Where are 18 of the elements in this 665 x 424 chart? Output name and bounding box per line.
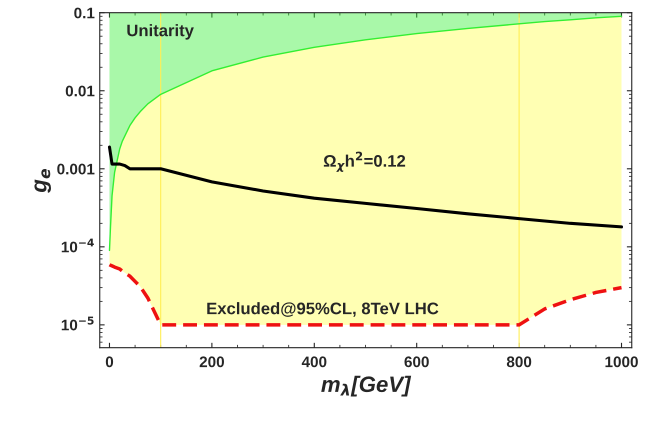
y-tick-label: 0.01 — [66, 86, 94, 96]
x-tick-label: 0 — [106, 356, 114, 368]
y-axis-title: g$_{e}$ — [34, 169, 51, 193]
x-tick-label: 800 — [506, 356, 532, 368]
y-tick-label: 10$^{−4}$ — [62, 238, 94, 252]
annotation: Unitarity — [127, 24, 194, 40]
x-axis-title: m$_{λ}$[GeV] — [321, 376, 412, 397]
y-tick-label: 10$^{−5}$ — [62, 316, 94, 330]
y-tick-label: 0.1 — [74, 8, 94, 18]
annotation: Excluded@95%CL, 8TeV LHC — [207, 302, 438, 317]
x-tick-label: 1000 — [605, 356, 638, 368]
y-tick-label: 0.001 — [57, 164, 94, 174]
x-tick-label: 200 — [200, 356, 224, 368]
line-series — [108, 146, 624, 228]
x-tick-label: 600 — [404, 356, 429, 368]
annotation: Ω$_{χ}$h$^{2}$=0.12 — [324, 152, 406, 172]
line-series — [108, 262, 624, 327]
x-tick-label: 400 — [302, 356, 326, 368]
